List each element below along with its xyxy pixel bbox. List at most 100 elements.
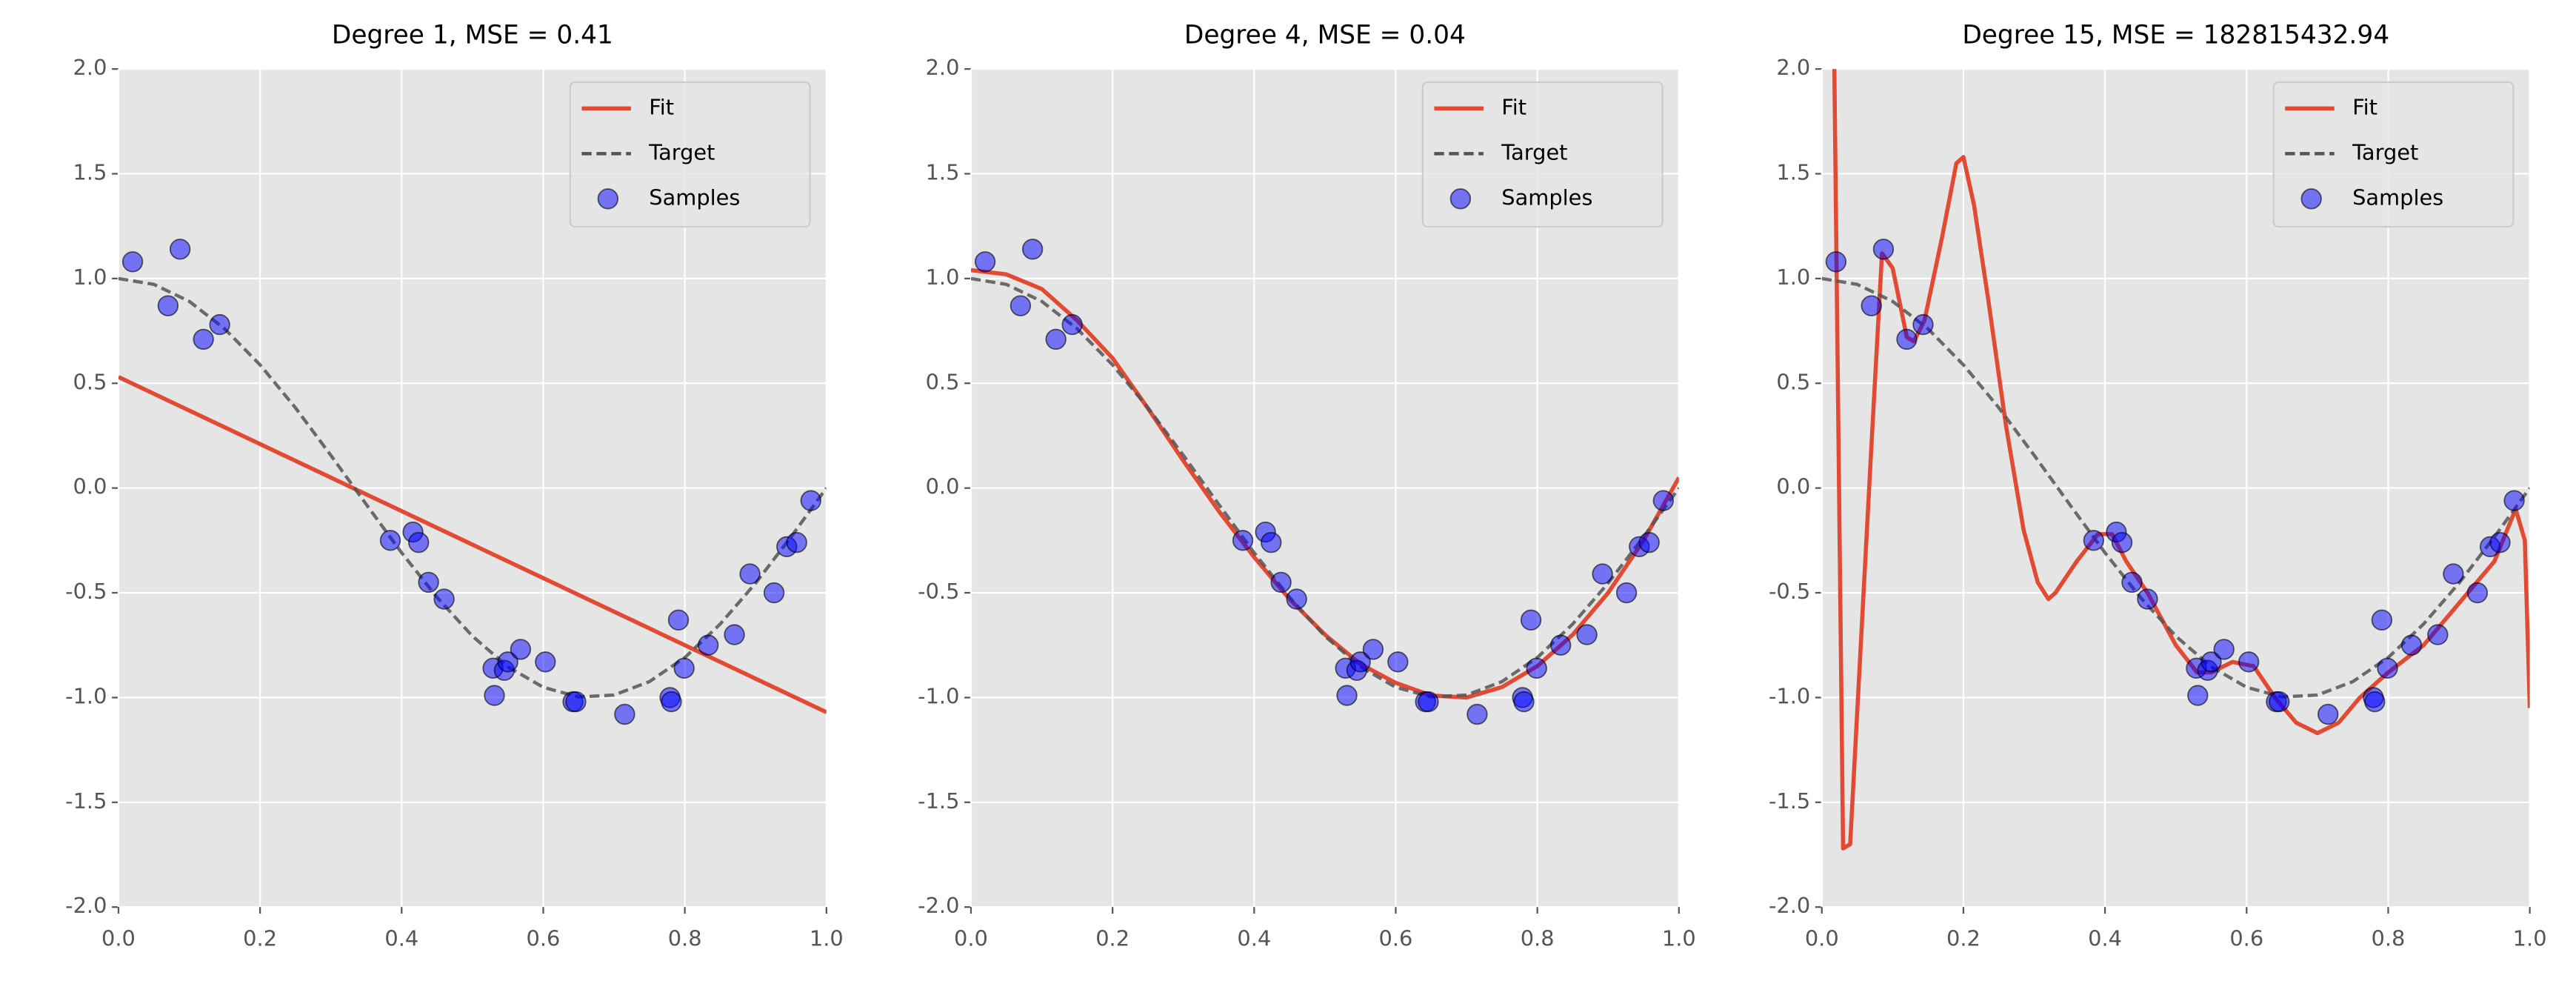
x-tick-label: 1.0 — [2513, 926, 2547, 951]
sample-point — [2111, 531, 2133, 553]
sample-point — [2503, 490, 2525, 511]
legend-marker — [597, 188, 619, 210]
sample-point — [661, 691, 682, 713]
sample-point — [2377, 657, 2398, 679]
y-tick-label: 0.0 — [73, 474, 107, 499]
sample-point — [2400, 634, 2423, 656]
y-tick-label: -1.0 — [918, 683, 959, 708]
y-tick-label: -2.0 — [65, 893, 107, 918]
x-tick-label: 0.4 — [2088, 926, 2122, 951]
legend-label: Samples — [1501, 184, 1592, 210]
x-tick-label: 0.0 — [954, 926, 988, 951]
sample-point — [1652, 490, 1674, 511]
y-tick-label: 1.5 — [926, 160, 960, 185]
sample-point — [209, 313, 230, 336]
plot-marks — [1821, 69, 2530, 851]
sample-point — [2364, 691, 2386, 713]
sample-point — [1387, 651, 1409, 673]
x-tick-label: 0.6 — [1379, 926, 1413, 951]
sample-point — [418, 571, 439, 593]
sample-point — [1872, 239, 1895, 260]
sample-point — [1270, 571, 1292, 593]
x-tick-label: 0.8 — [668, 926, 702, 951]
sample-point — [2083, 530, 2105, 551]
sample-point — [535, 651, 556, 673]
sample-point — [1010, 295, 1032, 316]
plot-marks — [970, 239, 1679, 725]
sample-point — [1896, 328, 1918, 350]
y-tick-label: -1.5 — [918, 788, 959, 814]
legend-label: Fit — [1501, 94, 1526, 119]
legend: Fit Target Samples — [1421, 81, 1664, 228]
sample-point — [2466, 582, 2489, 604]
x-tick-label: 0.0 — [101, 926, 136, 951]
y-tick-label: -1.5 — [65, 788, 107, 814]
y-tick-label: 0.0 — [1776, 474, 1810, 499]
x-tick-label: 0.6 — [527, 926, 561, 951]
x-tick-label: 0.8 — [2372, 926, 2406, 951]
sample-point — [497, 651, 518, 673]
sample-point — [1261, 531, 1282, 553]
sample-point — [1286, 588, 1307, 610]
sample-point — [2489, 531, 2511, 553]
sample-point — [1861, 295, 1882, 316]
sample-point — [1232, 530, 1254, 551]
legend: Fit Target Samples — [569, 81, 811, 228]
sample-point — [121, 251, 144, 273]
sample-point — [193, 328, 214, 350]
fit-line — [118, 375, 827, 714]
y-tick-label: -2.0 — [918, 893, 959, 918]
sample-point — [1021, 239, 1044, 260]
sample-point — [1912, 313, 1934, 336]
sample-point — [724, 624, 745, 645]
x-tick-label: 0.4 — [1237, 926, 1271, 951]
legend-marker — [1449, 188, 1472, 210]
y-tick-label: 2.0 — [73, 55, 107, 80]
legend-label: Target — [648, 139, 715, 164]
sample-point — [2269, 691, 2290, 713]
sample-point — [1061, 313, 1083, 336]
legend-label: Samples — [2352, 184, 2443, 210]
legend: Fit Target Samples — [2272, 81, 2515, 228]
legend-label: Samples — [649, 184, 740, 210]
x-tick-label: 0.2 — [1095, 926, 1129, 951]
sample-point — [408, 531, 430, 553]
legend-label: Target — [2352, 139, 2418, 164]
y-tick-label: -2.0 — [1769, 893, 1810, 918]
y-tick-label: 0.5 — [1776, 369, 1810, 394]
subplot: -2.0 -1.5 -1.0 -0.5 0.0 0.5 1.0 1.5 2.0 0.0 0.2 0.4… — [1769, 20, 2547, 951]
x-tick-label: 0.0 — [1805, 926, 1839, 951]
sample-point — [169, 239, 191, 260]
y-tick-label: 0.5 — [73, 369, 107, 394]
x-tick-label: 1.0 — [810, 926, 844, 951]
sample-point — [2137, 588, 2158, 610]
sample-point — [1550, 634, 1572, 656]
plot-marks — [118, 239, 827, 725]
legend-label: Target — [1501, 139, 1567, 164]
sample-point — [1349, 651, 1371, 673]
x-tick-label: 1.0 — [1662, 926, 1696, 951]
sample-point — [739, 563, 761, 585]
sample-point — [2200, 651, 2222, 673]
sample-point — [1615, 582, 1638, 604]
sample-point — [2213, 639, 2235, 660]
sample-point — [1825, 251, 1847, 273]
sample-point — [2371, 609, 2393, 631]
y-tick-label: -0.5 — [1769, 579, 1810, 604]
sample-point — [1513, 691, 1535, 713]
chart-title: Degree 15, MSE = 182815432.94 — [1962, 20, 2389, 50]
legend-box — [2272, 81, 2515, 228]
legend-label: Fit — [2352, 94, 2378, 119]
x-tick-label: 0.6 — [2229, 926, 2263, 951]
sample-point — [2187, 685, 2209, 706]
y-tick-label: 1.0 — [73, 265, 107, 290]
chart-title: Degree 1, MSE = 0.41 — [332, 20, 613, 50]
sample-point — [1362, 639, 1384, 660]
y-tick-label: -0.5 — [918, 579, 959, 604]
sample-point — [157, 295, 179, 316]
legend-box — [569, 81, 811, 228]
sample-point — [1520, 609, 1542, 631]
sample-point — [1045, 328, 1067, 350]
y-tick-label: -1.5 — [1769, 788, 1810, 814]
